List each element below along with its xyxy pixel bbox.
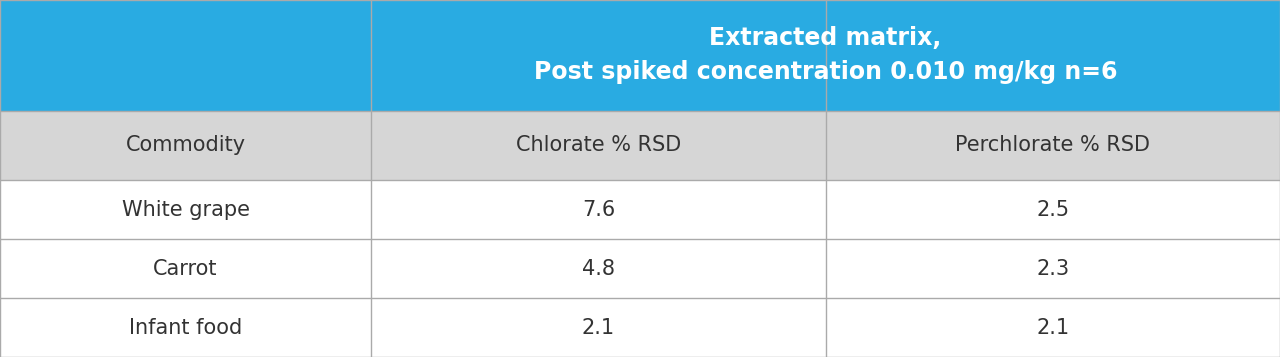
Bar (826, 180, 1280, 239)
Bar (826, 239, 1280, 298)
Bar (371, 0, 1280, 111)
Text: Commodity: Commodity (125, 135, 246, 156)
Text: White grape: White grape (122, 200, 250, 220)
Text: 2.3: 2.3 (1037, 258, 1069, 279)
Bar (826, 111, 1280, 180)
Text: Post spiked concentration 0.010 mg/kg n=6: Post spiked concentration 0.010 mg/kg n=… (534, 60, 1117, 85)
Bar (0, 180, 371, 239)
Text: 2.1: 2.1 (582, 317, 614, 338)
Text: Extracted matrix,: Extracted matrix, (709, 26, 942, 50)
Bar (371, 180, 826, 239)
Text: 2.5: 2.5 (1037, 200, 1069, 220)
Text: Carrot: Carrot (154, 258, 218, 279)
Text: 7.6: 7.6 (582, 200, 614, 220)
Bar (0, 111, 371, 180)
Text: Perchlorate % RSD: Perchlorate % RSD (955, 135, 1151, 156)
Bar (0, 239, 371, 298)
Text: 4.8: 4.8 (582, 258, 614, 279)
Text: Infant food: Infant food (129, 317, 242, 338)
Bar (0, 0, 371, 111)
Text: Chlorate % RSD: Chlorate % RSD (516, 135, 681, 156)
Bar (371, 111, 826, 180)
Text: 2.1: 2.1 (1037, 317, 1069, 338)
Bar (371, 298, 826, 357)
Bar (371, 239, 826, 298)
Bar (0, 298, 371, 357)
Bar (826, 298, 1280, 357)
